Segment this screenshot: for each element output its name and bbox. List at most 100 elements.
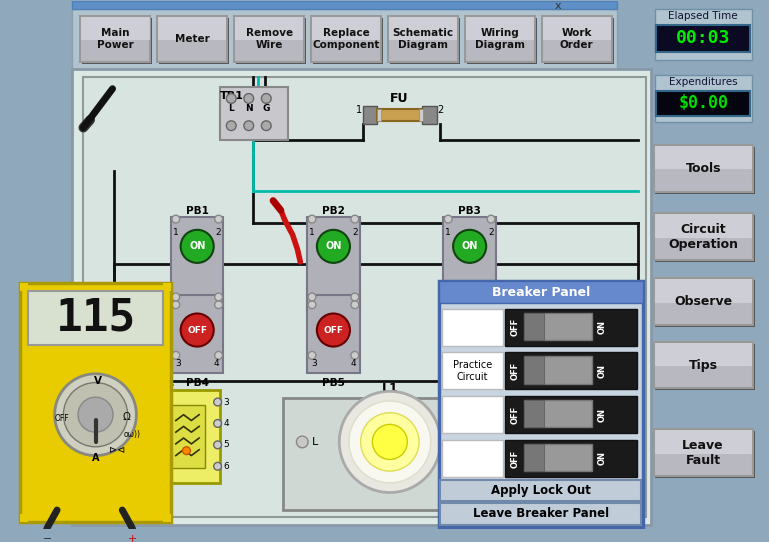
- Circle shape: [361, 413, 419, 471]
- Bar: [655, 147, 754, 194]
- Bar: [159, 18, 229, 64]
- Bar: [654, 430, 752, 454]
- Circle shape: [261, 121, 271, 131]
- Bar: [163, 514, 171, 522]
- Text: Apply Lock Out: Apply Lock Out: [491, 484, 591, 497]
- Circle shape: [444, 215, 452, 223]
- Bar: [168, 405, 205, 468]
- Bar: [20, 283, 28, 291]
- Text: 7: 7: [147, 462, 152, 471]
- Bar: [657, 24, 750, 51]
- Bar: [654, 9, 752, 60]
- Bar: [524, 400, 544, 427]
- Text: PB3: PB3: [458, 207, 481, 216]
- Text: 8: 8: [147, 440, 152, 449]
- Text: OFF: OFF: [324, 326, 344, 334]
- Text: ON: ON: [598, 408, 607, 422]
- Text: L1: L1: [381, 382, 398, 395]
- Bar: [504, 308, 637, 346]
- Text: Work
Order: Work Order: [560, 28, 594, 50]
- Text: 1: 1: [309, 228, 315, 237]
- Text: Meter: Meter: [175, 34, 210, 44]
- Bar: [163, 283, 171, 291]
- Circle shape: [172, 301, 180, 308]
- Text: Circuit
Operation: Circuit Operation: [668, 223, 738, 250]
- Text: $0.00: $0.00: [678, 94, 728, 112]
- Circle shape: [226, 121, 236, 131]
- Text: PB2: PB2: [322, 207, 345, 216]
- Text: Replace
Component: Replace Component: [312, 28, 380, 50]
- Text: N: N: [245, 104, 252, 113]
- Text: ON: ON: [461, 241, 478, 251]
- Circle shape: [453, 230, 486, 263]
- Circle shape: [78, 397, 113, 432]
- Circle shape: [215, 215, 222, 223]
- Text: OFF: OFF: [511, 449, 520, 468]
- Text: N: N: [386, 437, 394, 447]
- Bar: [654, 279, 753, 325]
- Circle shape: [351, 301, 358, 308]
- Text: +: +: [128, 534, 137, 542]
- Bar: [307, 295, 360, 373]
- Text: 2: 2: [216, 228, 221, 237]
- Text: Remove
Wire: Remove Wire: [245, 28, 293, 50]
- Bar: [657, 91, 750, 116]
- Text: Schematic
Diagram: Schematic Diagram: [392, 28, 454, 50]
- Bar: [654, 145, 753, 192]
- Bar: [313, 18, 383, 64]
- Text: 5: 5: [224, 440, 229, 449]
- Text: ⊳⊲: ⊳⊲: [108, 444, 125, 454]
- Text: Elapsed Time: Elapsed Time: [668, 11, 738, 21]
- Bar: [655, 280, 754, 327]
- Text: 1: 1: [355, 105, 361, 115]
- Bar: [655, 215, 754, 262]
- Text: Tools: Tools: [685, 162, 721, 175]
- Text: 3: 3: [445, 359, 451, 367]
- Circle shape: [351, 215, 358, 223]
- Bar: [83, 77, 646, 517]
- Bar: [419, 109, 423, 121]
- Circle shape: [181, 230, 214, 263]
- Bar: [654, 280, 752, 303]
- Circle shape: [308, 215, 316, 223]
- Circle shape: [339, 391, 441, 493]
- Text: 4: 4: [350, 359, 356, 367]
- Circle shape: [155, 420, 162, 427]
- Bar: [311, 16, 381, 62]
- Text: Leave Breaker Panel: Leave Breaker Panel: [473, 507, 609, 520]
- Text: FU: FU: [391, 92, 409, 105]
- Circle shape: [155, 462, 162, 470]
- Bar: [283, 398, 497, 510]
- Bar: [524, 313, 544, 340]
- Bar: [543, 17, 611, 40]
- Circle shape: [214, 420, 221, 427]
- Text: x: x: [555, 1, 561, 11]
- Bar: [422, 106, 437, 124]
- Bar: [72, 9, 617, 69]
- Text: Leave
Fault: Leave Fault: [682, 438, 724, 467]
- Text: 2: 2: [438, 105, 444, 115]
- Bar: [544, 18, 614, 64]
- Circle shape: [244, 94, 254, 104]
- Text: Breaker Panel: Breaker Panel: [491, 286, 590, 299]
- Bar: [654, 214, 752, 237]
- Circle shape: [349, 401, 431, 483]
- Circle shape: [351, 351, 358, 359]
- Circle shape: [172, 351, 180, 359]
- Text: OFF: OFF: [511, 362, 520, 380]
- Bar: [442, 440, 503, 477]
- Circle shape: [155, 441, 162, 449]
- Circle shape: [214, 462, 221, 470]
- Text: Expenditures: Expenditures: [669, 77, 737, 87]
- Text: OFF: OFF: [511, 405, 520, 424]
- Bar: [655, 431, 754, 478]
- Circle shape: [182, 447, 191, 455]
- Bar: [654, 213, 753, 260]
- Text: OFF: OFF: [511, 318, 520, 336]
- Text: OFF: OFF: [187, 326, 207, 334]
- Bar: [307, 217, 360, 314]
- Bar: [72, 69, 651, 525]
- Circle shape: [214, 398, 221, 406]
- Bar: [171, 217, 224, 314]
- Bar: [466, 17, 534, 40]
